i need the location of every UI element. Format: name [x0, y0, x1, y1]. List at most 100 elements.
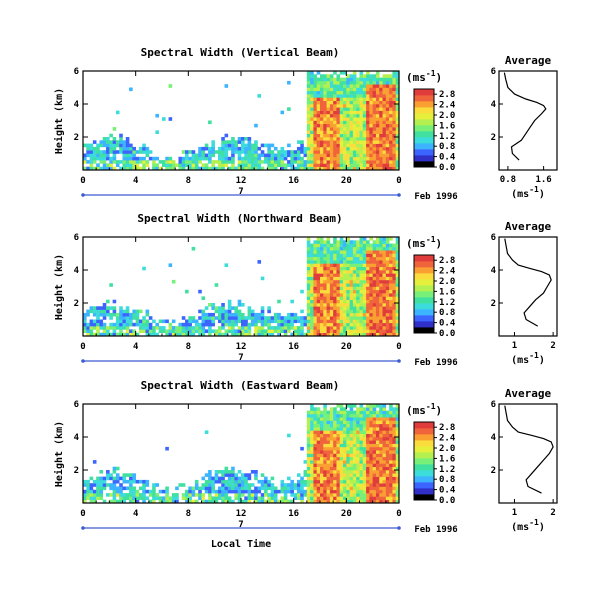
profile-line: [504, 405, 554, 494]
heatmap-cell: [339, 466, 344, 471]
heatmap-cell: [346, 130, 350, 134]
heatmap-cell: [343, 450, 347, 454]
heatmap-cell: [369, 243, 373, 248]
heatmap-cell: [89, 483, 94, 487]
heatmap-cell: [316, 496, 321, 500]
heatmap-cell: [343, 407, 347, 411]
heatmap-cell: [306, 316, 311, 320]
heatmap-cell: [356, 166, 360, 171]
heatmap-cell: [359, 166, 364, 171]
heatmap-cell: [395, 123, 400, 128]
heatmap-cell: [329, 120, 334, 125]
heatmap-cell: [375, 456, 380, 461]
colorbar-swatch: [414, 285, 434, 292]
heatmap-cell: [366, 326, 370, 330]
heatmap-cell: [320, 74, 324, 78]
heatmap-cell: [283, 332, 288, 337]
heatmap-cell: [254, 153, 258, 158]
heatmap-cell: [313, 326, 318, 330]
heatmap-cell: [352, 437, 357, 441]
heatmap-cell: [326, 410, 331, 415]
heatmap-cell: [382, 463, 387, 467]
heatmap-cell: [234, 493, 239, 497]
heatmap-cell: [310, 84, 314, 88]
heatmap-cell: [326, 306, 331, 310]
heatmap-cell: [323, 153, 327, 158]
heatmap-cell: [112, 166, 117, 171]
heatmap-cell: [372, 450, 377, 454]
heatmap-cell: [267, 499, 271, 504]
heatmap-cell: [250, 322, 255, 327]
heatmap-cell: [320, 410, 324, 415]
heatmap-cell: [227, 156, 232, 161]
heatmap-cell: [339, 123, 344, 128]
heatmap-cell: [148, 499, 153, 504]
heatmap-cell: [106, 153, 110, 158]
heatmap-cell: [349, 143, 354, 148]
heatmap-cell: [356, 253, 360, 258]
heatmap-cell: [372, 446, 377, 451]
heatmap-cell: [310, 100, 314, 105]
heatmap-cell: [125, 146, 130, 151]
heatmap-cell: [162, 160, 166, 164]
heatmap-cell: [165, 489, 169, 494]
heatmap-cell: [372, 97, 377, 101]
heatmap-cell: [296, 140, 301, 144]
heatmap-cell: [83, 496, 87, 500]
heatmap-cell: [389, 499, 393, 504]
heatmap-cell: [231, 486, 235, 491]
x-tick-label: 12: [236, 176, 247, 186]
heatmap-cell: [264, 319, 268, 324]
heatmap-cell: [326, 137, 331, 141]
heatmap-cell: [382, 427, 387, 431]
heatmap-cell: [385, 84, 390, 88]
heatmap-cell: [122, 309, 127, 314]
heatmap-cell: [379, 312, 383, 317]
heatmap-cell: [389, 87, 393, 92]
heatmap-cell: [339, 237, 344, 241]
heatmap-cell: [320, 450, 324, 454]
heatmap-cell: [352, 423, 357, 428]
heatmap-cell: [343, 303, 347, 307]
heatmap-cell: [313, 446, 318, 451]
panel-title: Spectral Width (Vertical Beam): [141, 46, 340, 59]
heatmap-cell: [306, 250, 311, 254]
heatmap-cell: [336, 479, 341, 484]
heatmap-cell: [366, 450, 370, 454]
colorbar-swatch: [414, 89, 434, 96]
heatmap-cell: [306, 237, 311, 241]
heatmap-cell: [375, 260, 380, 264]
heatmap-cell: [329, 276, 334, 281]
heatmap-cell: [323, 466, 327, 471]
heatmap-cell: [392, 153, 397, 158]
heatmap-cell: [92, 460, 97, 464]
heatmap-cell: [339, 316, 344, 320]
heatmap-cell: [336, 120, 341, 125]
heatmap-cell: [300, 156, 304, 161]
heatmap-cell: [379, 483, 383, 487]
heatmap-cell: [385, 133, 390, 138]
heatmap-cell: [336, 483, 341, 487]
heatmap-cell: [382, 423, 387, 428]
heatmap-cell: [392, 499, 397, 504]
heatmap-cell: [362, 94, 367, 98]
heatmap-cell: [392, 322, 397, 327]
heatmap-cell: [310, 470, 314, 474]
heatmap-cell: [382, 143, 387, 148]
heatmap-cell: [89, 306, 94, 310]
heatmap-cell: [392, 71, 397, 75]
heatmap-cell: [349, 94, 354, 98]
heatmap-cell: [329, 113, 334, 118]
colorbar-swatch: [414, 155, 434, 162]
heatmap-cell: [343, 440, 347, 444]
heatmap-cell: [339, 104, 344, 108]
heatmap-cell: [323, 319, 327, 324]
heatmap-cell: [385, 130, 390, 134]
heatmap-cell: [352, 410, 357, 415]
heatmap-cell: [395, 440, 400, 444]
heatmap-cell: [333, 440, 337, 444]
heatmap-cell: [211, 312, 215, 317]
heatmap-cell: [306, 94, 311, 98]
heatmap-cell: [375, 443, 380, 448]
heatmap-cell: [389, 250, 393, 254]
